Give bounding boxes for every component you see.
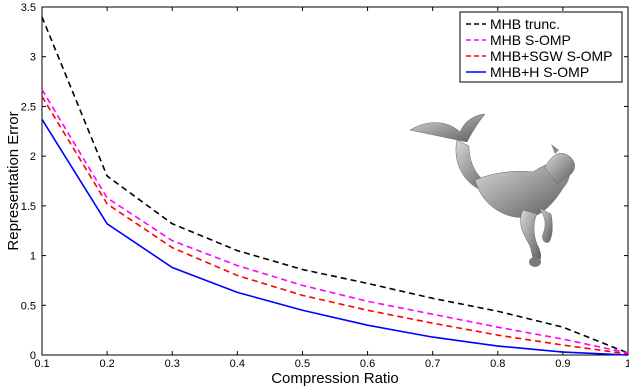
legend-entry: MHB trunc. — [490, 16, 560, 32]
y-tick-label: 1 — [30, 251, 36, 263]
y-axis-label: Representation Error — [5, 111, 22, 250]
x-tick-label: 0.2 — [99, 358, 114, 370]
series-line-mhb-s-omp — [41, 89, 629, 354]
y-tick-label: 2 — [30, 151, 36, 163]
y-tick-label: 3 — [30, 52, 36, 64]
x-tick-label: 0.9 — [555, 358, 570, 370]
series-lines — [41, 16, 629, 356]
legend-entry: MHB+H S-OMP — [490, 64, 589, 80]
x-tick-label: 0.8 — [490, 358, 505, 370]
legend-entry: MHB S-OMP — [490, 32, 571, 48]
x-axis-label: Compression Ratio — [271, 370, 399, 387]
y-tick-label: 0 — [30, 350, 36, 362]
plot-area — [41, 6, 629, 356]
series-line-mhb-trunc- — [41, 16, 629, 354]
series-line-mhb-sgw-s-omp — [41, 96, 629, 355]
x-tick-label: 0.6 — [360, 358, 375, 370]
x-tick-label: 0.3 — [165, 358, 180, 370]
y-tick-label: 3.5 — [21, 2, 36, 14]
x-tick-label: 1 — [625, 358, 629, 370]
y-tick-label: 1.5 — [21, 201, 36, 213]
hippocampus-mesh-icon — [409, 113, 575, 267]
x-tick-label: 0.5 — [295, 358, 310, 370]
y-tick-label: 0.5 — [21, 300, 36, 312]
axis-ticks: 0.1 0.2 0.3 0.4 0.5 0.6 0.7 0.8 0.9 1 0 0.5 1 1.5 2 2.5… — [21, 2, 629, 370]
legend-entry: MHB+SGW S-OMP — [490, 48, 613, 64]
x-tick-label: 0.7 — [425, 358, 440, 370]
y-tick-label: 2.5 — [21, 101, 36, 113]
legend-box — [459, 11, 623, 83]
series-line-mhb-h-s-omp — [41, 118, 629, 356]
x-tick-label: 0.4 — [230, 358, 245, 370]
x-tick-label: 0.1 — [34, 358, 49, 370]
